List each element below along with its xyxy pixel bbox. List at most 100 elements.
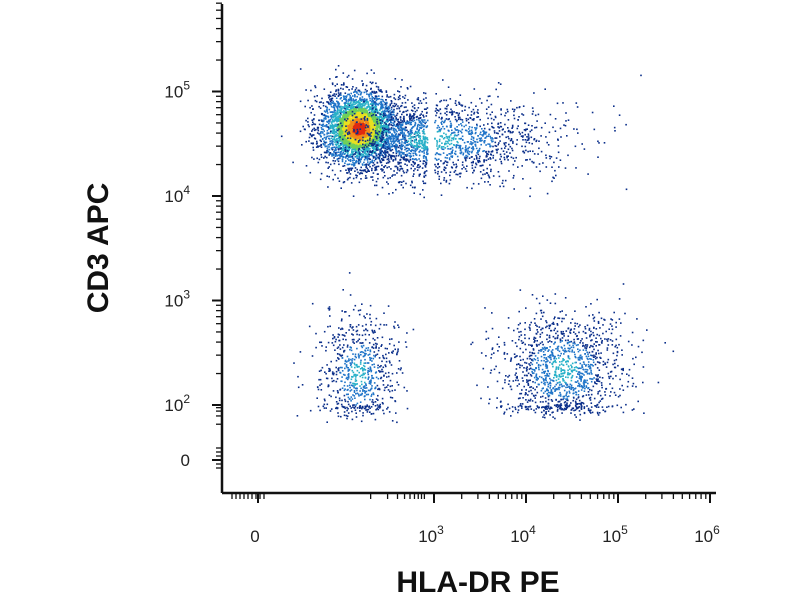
event-dot [421,140,423,142]
event-dot [388,160,391,163]
event-dot [512,142,514,144]
event-dot [333,93,336,95]
event-dot [376,193,379,196]
event-dot [459,138,462,140]
event-dot [339,112,342,115]
event-dot [348,171,350,173]
event-dot [351,138,354,141]
event-dot [426,146,428,148]
event-dot [517,166,519,168]
event-dot [463,125,465,128]
event-dot [359,161,362,163]
event-dot [321,124,324,126]
event-dot [393,155,395,157]
event-dot [369,108,371,110]
event-dot [348,156,350,158]
event-dot [405,147,408,150]
event-dot [531,142,533,145]
event-dot [324,142,326,144]
event-dot [351,111,354,114]
event-dot [518,131,521,134]
event-dot [403,97,406,99]
event-dot [419,165,421,168]
event-dot [441,142,443,144]
event-dot [413,150,415,152]
event-dot [399,181,401,183]
event-dot [388,143,390,145]
event-dot [368,353,371,356]
event-dot [395,134,397,136]
event-dot [485,172,488,174]
event-dot [504,114,506,117]
event-dot [502,150,505,152]
event-dot [462,139,464,141]
event-dot [336,107,339,110]
event-dot [371,161,373,163]
event-dot [458,137,460,140]
event-dot [401,113,403,116]
event-dot [418,142,421,144]
event-dot [331,116,333,118]
event-dot [593,128,596,131]
event-dot [358,106,360,109]
event-dot [347,121,350,124]
event-dot [361,104,364,107]
event-dot [416,159,418,161]
event-dot [358,135,361,138]
event-dot [344,137,347,140]
event-dot [356,168,358,171]
event-dot [320,124,323,126]
event-dot [384,112,387,115]
event-dot [374,150,377,153]
event-dot [315,100,318,103]
event-dot [354,94,356,96]
event-dot [377,142,380,144]
event-dot [329,95,332,98]
event-dot [343,96,345,99]
event-dot [362,143,364,146]
event-dot [390,157,393,159]
event-dot [425,121,427,124]
event-dot [402,157,405,160]
event-dot [400,144,403,147]
event-dot [384,153,386,156]
event-dot [508,170,510,172]
event-dot [444,160,447,162]
event-dot [410,143,412,146]
event-dot [359,144,362,147]
event-dot [416,132,418,134]
event-dot [404,128,406,130]
event-dot [337,141,340,143]
event-dot [509,139,512,142]
event-dot [375,98,378,100]
event-dot [336,137,338,140]
event-dot [460,123,462,125]
event-dot [457,116,460,119]
event-dot [408,149,410,151]
event-dot [513,117,516,120]
event-dot [425,112,428,114]
event-dot [483,132,485,134]
event-dot [343,112,346,114]
event-dot [332,126,335,129]
event-dot [372,151,375,154]
event-dot [319,145,321,147]
event-dot [371,151,373,153]
event-dot [351,154,353,156]
event-dot [358,173,361,175]
event-dot [421,142,423,144]
event-dot [483,159,485,162]
event-dot [492,127,495,129]
event-dot [403,119,405,121]
event-dot [461,161,464,164]
event-dot [413,145,416,147]
event-dot [374,130,377,132]
event-dot [330,147,333,149]
event-dot [412,154,415,157]
event-dot [332,120,335,123]
event-dot [362,139,364,142]
event-dot [389,146,391,148]
event-dot [450,132,453,134]
event-dot [441,116,443,119]
event-dot [516,139,518,141]
